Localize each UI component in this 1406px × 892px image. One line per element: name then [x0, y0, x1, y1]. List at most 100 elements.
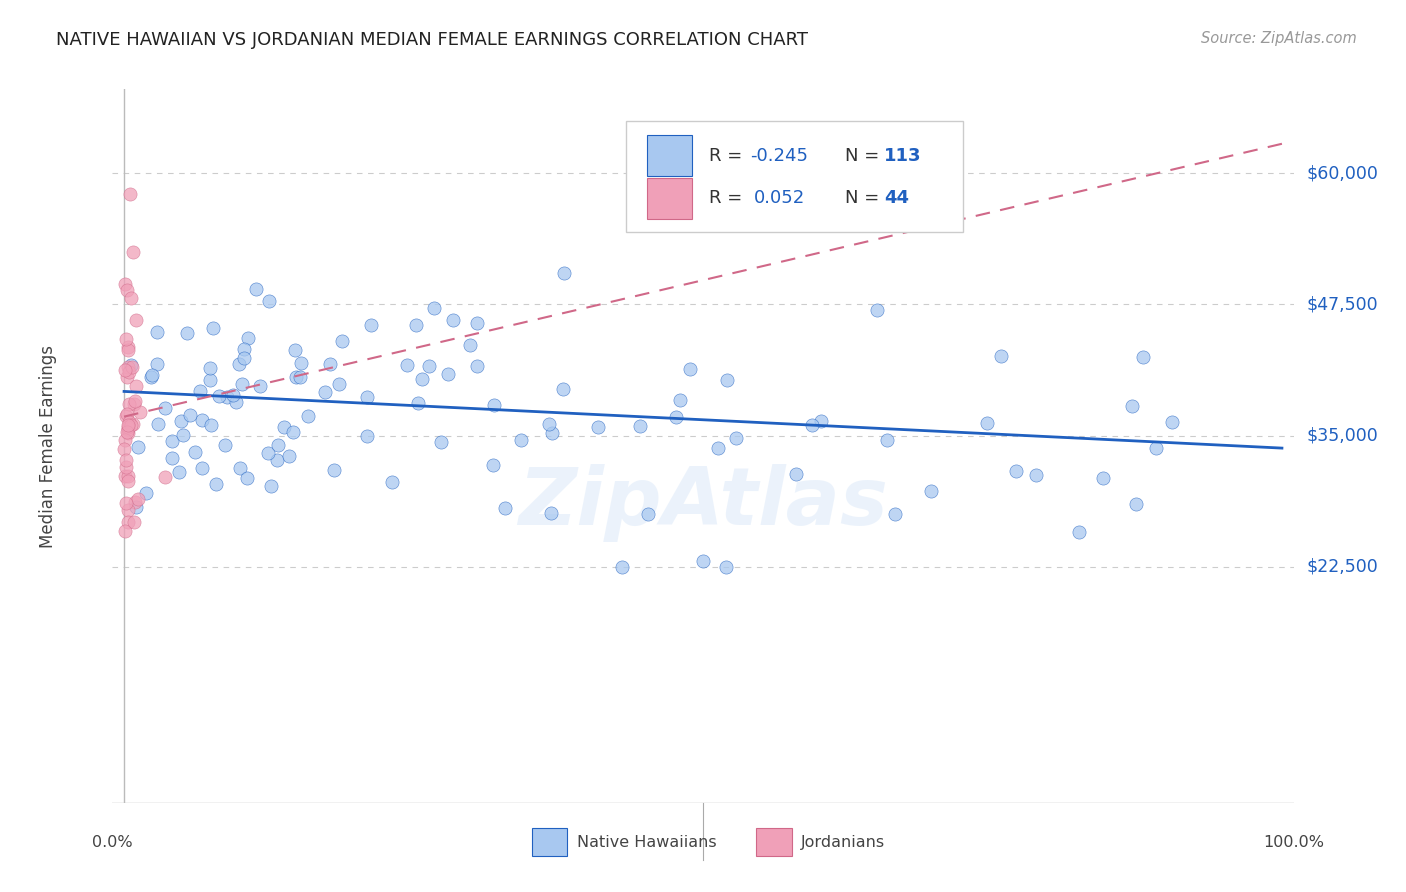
Point [198, 360, 221, 375]
Point [115, 425, 138, 439]
Point [714, 559, 737, 574]
Point [328, 377, 350, 392]
Point [537, 417, 560, 431]
Point [238, 331, 260, 345]
Point [800, 418, 823, 433]
Point [482, 398, 505, 412]
Point [1091, 471, 1114, 485]
Point [267, 437, 290, 451]
Point [114, 468, 136, 483]
Point [1069, 524, 1091, 539]
Point [117, 420, 139, 434]
Point [314, 384, 336, 399]
Point [184, 444, 207, 458]
Point [266, 453, 288, 467]
Point [115, 284, 138, 298]
Point [139, 369, 162, 384]
Point [465, 316, 488, 330]
Point [1005, 464, 1028, 478]
Point [1125, 497, 1147, 511]
Point [202, 321, 225, 335]
Point [176, 326, 198, 340]
Point [121, 417, 143, 432]
Point [228, 357, 250, 371]
Text: Jordanians: Jordanians [801, 835, 886, 849]
Point [785, 467, 807, 481]
Point [114, 459, 136, 474]
Point [637, 507, 659, 521]
Point [467, 359, 489, 373]
Point [114, 277, 136, 291]
Point [290, 355, 312, 369]
Point [553, 266, 575, 280]
Point [1121, 399, 1143, 413]
Point [423, 301, 446, 316]
Point [990, 350, 1012, 364]
Text: NATIVE HAWAIIAN VS JORDANIAN MEDIAN FEMALE EARNINGS CORRELATION CHART: NATIVE HAWAIIAN VS JORDANIAN MEDIAN FEMA… [56, 31, 808, 49]
Point [396, 358, 419, 372]
Point [117, 343, 139, 357]
Point [124, 394, 146, 409]
Point [669, 392, 692, 407]
Point [117, 475, 139, 489]
Point [127, 491, 149, 506]
Point [191, 413, 214, 427]
Point [281, 425, 304, 439]
Point [222, 387, 245, 401]
Point [665, 409, 688, 424]
Point [124, 495, 146, 509]
Text: N =: N = [845, 189, 884, 207]
Point [679, 362, 702, 376]
Point [205, 477, 228, 491]
Point [135, 486, 157, 500]
Point [117, 503, 139, 517]
Text: R =: R = [709, 146, 748, 164]
Bar [531, 828, 567, 856]
Point [232, 342, 254, 356]
Point [245, 282, 267, 296]
Point [215, 390, 238, 404]
Point [117, 418, 139, 433]
Text: 0.0%: 0.0% [93, 835, 132, 850]
Point [322, 463, 344, 477]
Point [284, 343, 307, 357]
Point [141, 368, 163, 382]
Point [418, 359, 440, 373]
Point [129, 405, 152, 419]
Point [482, 458, 505, 472]
Point [976, 416, 998, 430]
Point [277, 449, 299, 463]
Point [121, 359, 143, 374]
Point [1132, 350, 1154, 364]
Point [430, 434, 453, 449]
Point [118, 366, 141, 380]
Point [124, 313, 146, 327]
Point [356, 429, 378, 443]
Point [170, 414, 193, 428]
Point [257, 293, 280, 308]
Point [118, 187, 141, 202]
Point [118, 397, 141, 411]
Text: 44: 44 [884, 189, 908, 207]
Text: $47,500: $47,500 [1306, 295, 1378, 313]
Point [114, 495, 136, 509]
Point [207, 389, 229, 403]
Point [1025, 467, 1047, 482]
FancyBboxPatch shape [626, 121, 963, 232]
Point [125, 379, 148, 393]
Point [120, 418, 142, 433]
Point [117, 515, 139, 529]
Point [551, 382, 574, 396]
Text: Native Hawaiians: Native Hawaiians [576, 835, 716, 849]
Point [494, 500, 516, 515]
Point [153, 401, 176, 415]
Point [297, 409, 319, 423]
Point [200, 372, 222, 386]
Point [1144, 441, 1167, 455]
Point [284, 369, 307, 384]
Point [441, 313, 464, 327]
Point [229, 461, 252, 475]
Point [117, 340, 139, 354]
Point [114, 332, 136, 346]
Point [692, 554, 714, 568]
